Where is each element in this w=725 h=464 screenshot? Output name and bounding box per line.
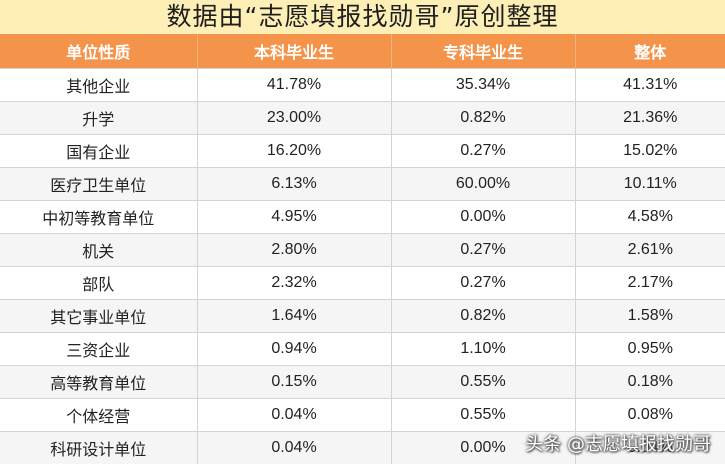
table-row: 医疗卫生单位 6.13% 60.00% 10.11% <box>0 167 725 201</box>
unit-type-cell: 三资企业 <box>0 332 198 366</box>
associate-cell: 1.10% <box>391 332 576 366</box>
overall-cell: 2.17% <box>575 266 725 300</box>
unit-type-cell: 中初等教育单位 <box>0 200 198 234</box>
associate-cell: 0.82% <box>391 299 576 333</box>
overall-cell: 21.36% <box>575 101 725 135</box>
table-row: 三资企业 0.94% 1.10% 0.95% <box>0 332 725 366</box>
table-row: 国有企业 16.20% 0.27% 15.02% <box>0 134 725 168</box>
table-row: 其它事业单位 1.64% 0.82% 1.58% <box>0 299 725 333</box>
associate-cell: 0.27% <box>391 134 576 168</box>
table-header-row: 单位性质 本科毕业生 专科毕业生 整体 <box>0 34 725 69</box>
associate-cell: 0.27% <box>391 233 576 267</box>
overall-cell: 4.58% <box>575 200 725 234</box>
table-row: 部队 2.32% 0.27% 2.17% <box>0 266 725 300</box>
table-row: 个体经营 0.04% 0.55% 0.08% <box>0 398 725 432</box>
associate-cell: 35.34% <box>391 68 576 102</box>
associate-cell: 0.00% <box>391 200 576 234</box>
overall-cell: 10.11% <box>575 167 725 201</box>
unit-type-cell: 部队 <box>0 266 198 300</box>
header-unit-type: 单位性质 <box>0 34 198 69</box>
unit-type-cell: 机关 <box>0 233 198 267</box>
bachelor-cell: 0.94% <box>197 332 392 366</box>
bachelor-cell: 0.04% <box>197 431 392 464</box>
overall-cell: 15.02% <box>575 134 725 168</box>
bachelor-cell: 6.13% <box>197 167 392 201</box>
table-row: 升学 23.00% 0.82% 21.36% <box>0 101 725 135</box>
bachelor-cell: 23.00% <box>197 101 392 135</box>
header-bachelor: 本科毕业生 <box>197 34 392 69</box>
overall-cell: 0.04% <box>575 431 725 464</box>
bachelor-cell: 41.78% <box>197 68 392 102</box>
associate-cell: 0.55% <box>391 365 576 399</box>
unit-type-cell: 个体经营 <box>0 398 198 432</box>
employment-table: 单位性质 本科毕业生 专科毕业生 整体 其他企业 41.78% 35.34% 4… <box>0 34 725 464</box>
header-associate: 专科毕业生 <box>391 34 576 69</box>
overall-cell: 41.31% <box>575 68 725 102</box>
associate-cell: 60.00% <box>391 167 576 201</box>
overall-cell: 2.61% <box>575 233 725 267</box>
bachelor-cell: 2.32% <box>197 266 392 300</box>
associate-cell: 0.82% <box>391 101 576 135</box>
bachelor-cell: 4.95% <box>197 200 392 234</box>
overall-cell: 0.95% <box>575 332 725 366</box>
unit-type-cell: 国有企业 <box>0 134 198 168</box>
table-row: 高等教育单位 0.15% 0.55% 0.18% <box>0 365 725 399</box>
associate-cell: 0.27% <box>391 266 576 300</box>
bachelor-cell: 16.20% <box>197 134 392 168</box>
unit-type-cell: 其他企业 <box>0 68 198 102</box>
associate-cell: 0.55% <box>391 398 576 432</box>
header-overall: 整体 <box>575 34 725 69</box>
table-row: 科研设计单位 0.04% 0.00% 0.04% <box>0 431 725 464</box>
unit-type-cell: 升学 <box>0 101 198 135</box>
overall-cell: 0.08% <box>575 398 725 432</box>
page-title: 数据由“志愿填报找勋哥”原创整理 <box>0 0 725 34</box>
watermark: 头条 @志愿填报找勋哥 <box>525 434 711 455</box>
table-row: 机关 2.80% 0.27% 2.61% <box>0 233 725 267</box>
bachelor-cell: 0.15% <box>197 365 392 399</box>
unit-type-cell: 高等教育单位 <box>0 365 198 399</box>
bachelor-cell: 2.80% <box>197 233 392 267</box>
table-row: 中初等教育单位 4.95% 0.00% 4.58% <box>0 200 725 234</box>
overall-cell: 1.58% <box>575 299 725 333</box>
table-row: 其他企业 41.78% 35.34% 41.31% <box>0 68 725 102</box>
overall-cell: 0.18% <box>575 365 725 399</box>
unit-type-cell: 其它事业单位 <box>0 299 198 333</box>
unit-type-cell: 医疗卫生单位 <box>0 167 198 201</box>
unit-type-cell: 科研设计单位 <box>0 431 198 464</box>
bachelor-cell: 1.64% <box>197 299 392 333</box>
associate-cell: 0.00% <box>391 431 576 464</box>
bachelor-cell: 0.04% <box>197 398 392 432</box>
